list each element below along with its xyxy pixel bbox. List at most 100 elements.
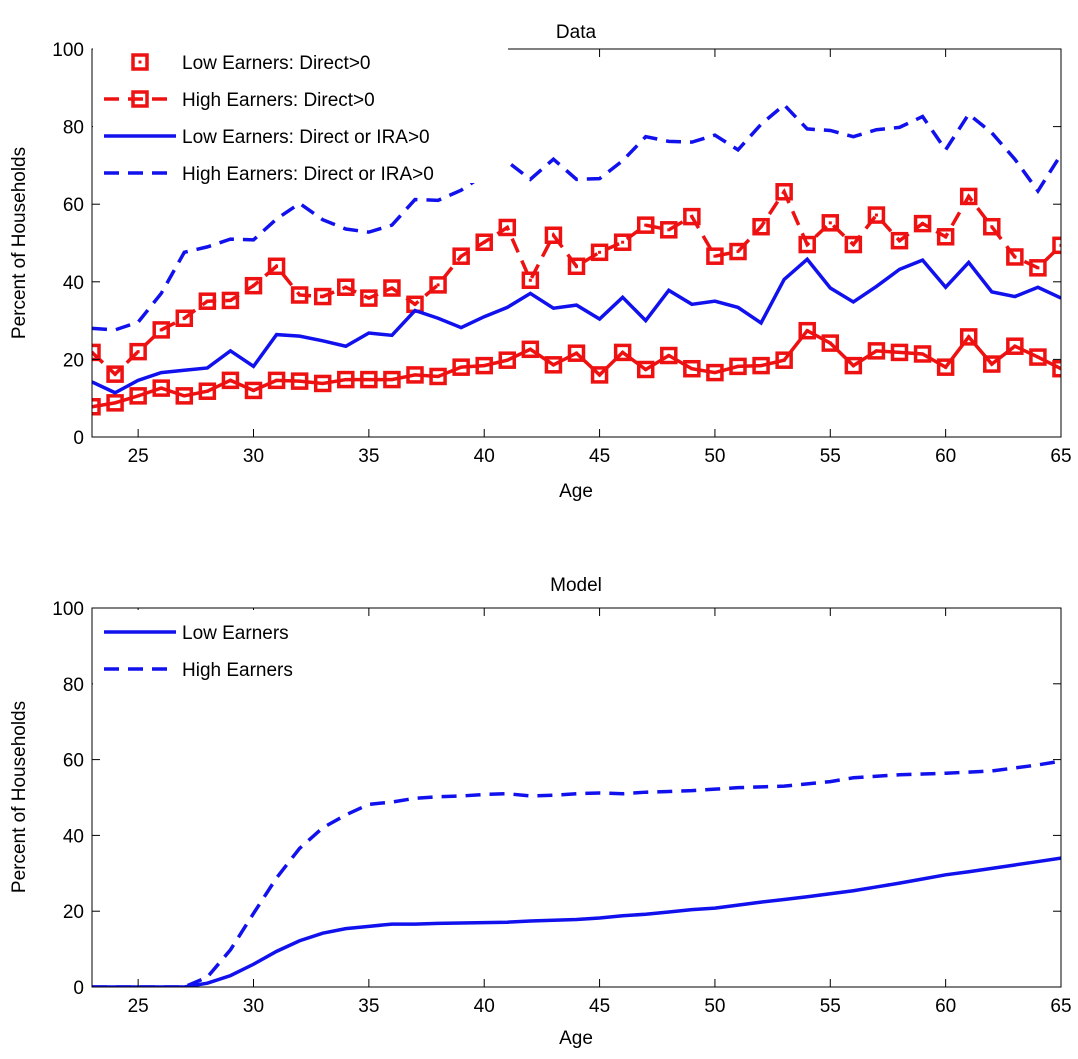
- data-chart-series-low-earners-direct-0-point-dot: [713, 371, 717, 375]
- model-chart-legend: Low Earners High Earners: [93, 610, 355, 692]
- data-chart-axes-box: [91, 48, 1062, 438]
- data-chart-series-high-earners-direct-0-point-dot: [1059, 243, 1061, 247]
- data-chart-series-high-earners-direct-0-point-dot: [967, 194, 971, 198]
- data-chart-series-low-earners-direct-0-point-dot: [921, 352, 925, 356]
- data-chart-series-low-earners-direct-0-point: [360, 370, 378, 389]
- data-chart-series-low-earners-direct-0-point: [337, 370, 355, 389]
- data-chart-series-low-earners-direct-0-point-dot: [874, 349, 878, 353]
- data-chart-series-high-earners-direct-0-point: [198, 292, 217, 310]
- data-chart-series-high-earners-direct-0-point: [913, 214, 932, 233]
- model-chart-series-low-earners: [92, 856, 1061, 987]
- data-chart-series-low-earners-direct-0-point-dot: [159, 386, 163, 390]
- data-chart-legend-entry-low-earners-direct-0-marker-dot: [138, 60, 142, 64]
- data-chart-series-low-earners-direct-0-point: [1052, 359, 1061, 378]
- data-chart-series-high-earners-direct-0-point: [92, 343, 101, 362]
- data-chart-series-low-earners-direct-0-point-dot: [390, 378, 394, 382]
- data-chart-series-low-earners-direct-0-point: [175, 387, 194, 405]
- data-chart-x-tick-label: 50: [704, 446, 725, 467]
- data-chart-x-tick-label: 35: [358, 446, 379, 467]
- data-chart-legend-entry-low-earners-direct-0-marker: [131, 53, 149, 71]
- data-chart-series-high-earners-direct-0-point: [383, 279, 401, 297]
- data-chart-series-high-earners-direct-0-point-dot: [690, 215, 694, 219]
- data-chart-series-low-earners-direct-0-point-dot: [990, 362, 994, 366]
- data-chart-title: Data: [556, 22, 597, 43]
- data-chart-series-high-earners-direct-0-point-dot: [828, 221, 832, 225]
- data-chart-x-axis-label: Age: [559, 481, 593, 502]
- data-chart-series-high-earners-direct-0-point: [475, 233, 493, 251]
- data-chart-series-low-earners-direct-0-point-dot: [1036, 355, 1040, 359]
- data-chart-series-low-earners-direct-0-point: [775, 351, 793, 369]
- data-chart-legend-entry-low-earners-direct-or-ira-0-label: Low Earners: Direct or IRA>0: [182, 127, 430, 148]
- model-chart-legend-entry-low-earners-label: Low Earners: [182, 623, 289, 644]
- data-chart-series-low-earners-direct-0-point-dot: [275, 378, 279, 382]
- data-chart-series-high-earners-direct-0-point-dot: [482, 240, 486, 244]
- data-chart-series-low-earners-direct-0-point: [867, 342, 886, 360]
- model-chart-ticks: 25 30 35 40 45 50 55 60 65 0 20 40 60 80 100: [52, 599, 1071, 1017]
- model-chart-axes-box: [91, 607, 1062, 988]
- data-chart-series-high-earners-direct-0-point: [337, 278, 355, 296]
- data-chart-series-high-earners-direct-0-point: [798, 235, 816, 254]
- data-chart-series-high-earners-direct-0-point: [613, 233, 632, 251]
- data-chart-series-low-earners-direct-0-point: [198, 382, 217, 400]
- data-chart-series-low-earners-direct-0-point-dot: [505, 358, 509, 362]
- model-chart-series-low-earners-line: [92, 856, 1061, 987]
- model-chart-legend-entry-high-earners: High Earners: [104, 660, 293, 681]
- data-chart-series-low-earners-direct-0-point-dot: [967, 335, 971, 339]
- data-chart-legend-entry-low-earners-direct-0-label: Low Earners: Direct>0: [182, 53, 371, 74]
- data-chart-series-high-earners-direct-0-point-dot: [275, 264, 279, 268]
- model-chart-x-tick-label: 50: [704, 996, 725, 1017]
- data-chart-x-tick-label: 60: [935, 446, 956, 467]
- data-chart-series-high-earners-direct-0-point: [129, 342, 147, 361]
- data-chart-series-high-earners-direct-0-point: [1052, 236, 1061, 255]
- data-chart-series-low-earners-direct-0-point: [959, 328, 978, 346]
- data-chart-series-high-earners-direct-0-point: [106, 365, 124, 383]
- data-chart-series-low-earners-direct-0-point: [798, 321, 816, 340]
- data-chart-series-low-earners-direct-0-point-dot: [413, 373, 417, 377]
- data-chart-series-low-earners-direct-0: [92, 321, 1061, 416]
- data-chart-series-low-earners-direct-0-point: [267, 371, 286, 390]
- data-chart-y-tick-label: 60: [63, 195, 84, 216]
- model-chart-legend-entry-high-earners-label: High Earners: [182, 660, 293, 681]
- data-chart-series-high-earners-direct-0-point-dot: [736, 250, 740, 254]
- data-chart-series-high-earners-direct-0-point: [544, 226, 563, 244]
- data-chart-x-tick-label: 25: [128, 446, 149, 467]
- data-chart-series-low-earners-direct-0-point: [660, 346, 678, 365]
- data-chart-y-tick-label: 20: [63, 350, 84, 371]
- data-chart-series-high-earners-direct-0-point-dot: [1036, 266, 1040, 270]
- data-chart-legend-entry-high-earners-direct-0-marker: [131, 90, 149, 108]
- data-chart-series-high-earners-direct-0-point: [244, 276, 263, 295]
- data-chart-series-low-earners-direct-0-point: [129, 387, 147, 405]
- data-chart-series-high-earners-direct-0-point: [590, 243, 609, 262]
- data-chart-series-high-earners-direct-0-point: [706, 247, 724, 265]
- data-chart-legend-entry-high-earners-direct-0-marker-dot: [138, 97, 142, 101]
- data-chart-series-low-earners-direct-0-point-dot: [782, 358, 786, 362]
- data-chart-series-low-earners-direct-0-point-dot: [528, 347, 532, 351]
- data-chart-series-low-earners-direct-0-point-dot: [621, 350, 625, 354]
- model-chart-y-tick-label: 20: [63, 902, 84, 923]
- data-chart-series-low-earners-direct-0-point: [521, 340, 540, 359]
- data-chart-series-high-earners-direct-0-point: [729, 242, 747, 261]
- data-chart-series-high-earners-direct-0-point: [152, 321, 170, 339]
- data-chart-series-low-earners-direct-0-point-dot: [182, 394, 186, 398]
- data-chart-series-low-earners-direct-0-point-dot: [344, 378, 348, 382]
- data-chart-legend-entry-low-earners-direct-0: Low Earners: Direct>0: [131, 53, 371, 74]
- data-chart-marks: [92, 102, 1061, 416]
- data-chart-series-high-earners-direct-0-point: [452, 247, 470, 265]
- data-chart-series-low-earners-direct-0-point: [706, 363, 724, 382]
- data-chart-series-low-earners-direct-0-point: [844, 356, 863, 375]
- data-chart-series-high-earners-direct-0-point-dot: [436, 283, 440, 287]
- data-chart-series-low-earners-direct-0-point-dot: [851, 364, 855, 368]
- data-chart-series-low-earners-direct-0-point: [567, 344, 586, 362]
- data-chart-series-high-earners-direct-0-point: [567, 257, 586, 276]
- data-chart-series-low-earners-direct-0-point: [106, 394, 124, 412]
- data-chart-series-high-earners-direct-0-point-dot: [344, 285, 348, 289]
- data-chart-series-high-earners-direct-0-point-dot: [390, 286, 394, 290]
- model-chart-y-tick-label: 100: [52, 599, 84, 620]
- data-chart-series-high-earners-direct-0-point: [983, 217, 1001, 236]
- data-chart-series-low-earners-direct-0-point: [92, 397, 101, 416]
- model-chart-x-tick-label: 65: [1050, 996, 1071, 1017]
- data-chart-y-axis-label: Percent of Households: [9, 147, 30, 339]
- data-chart-series-high-earners-direct-or-ira-0: [92, 102, 1061, 332]
- data-chart-series-low-earners-direct-0-point: [683, 359, 701, 378]
